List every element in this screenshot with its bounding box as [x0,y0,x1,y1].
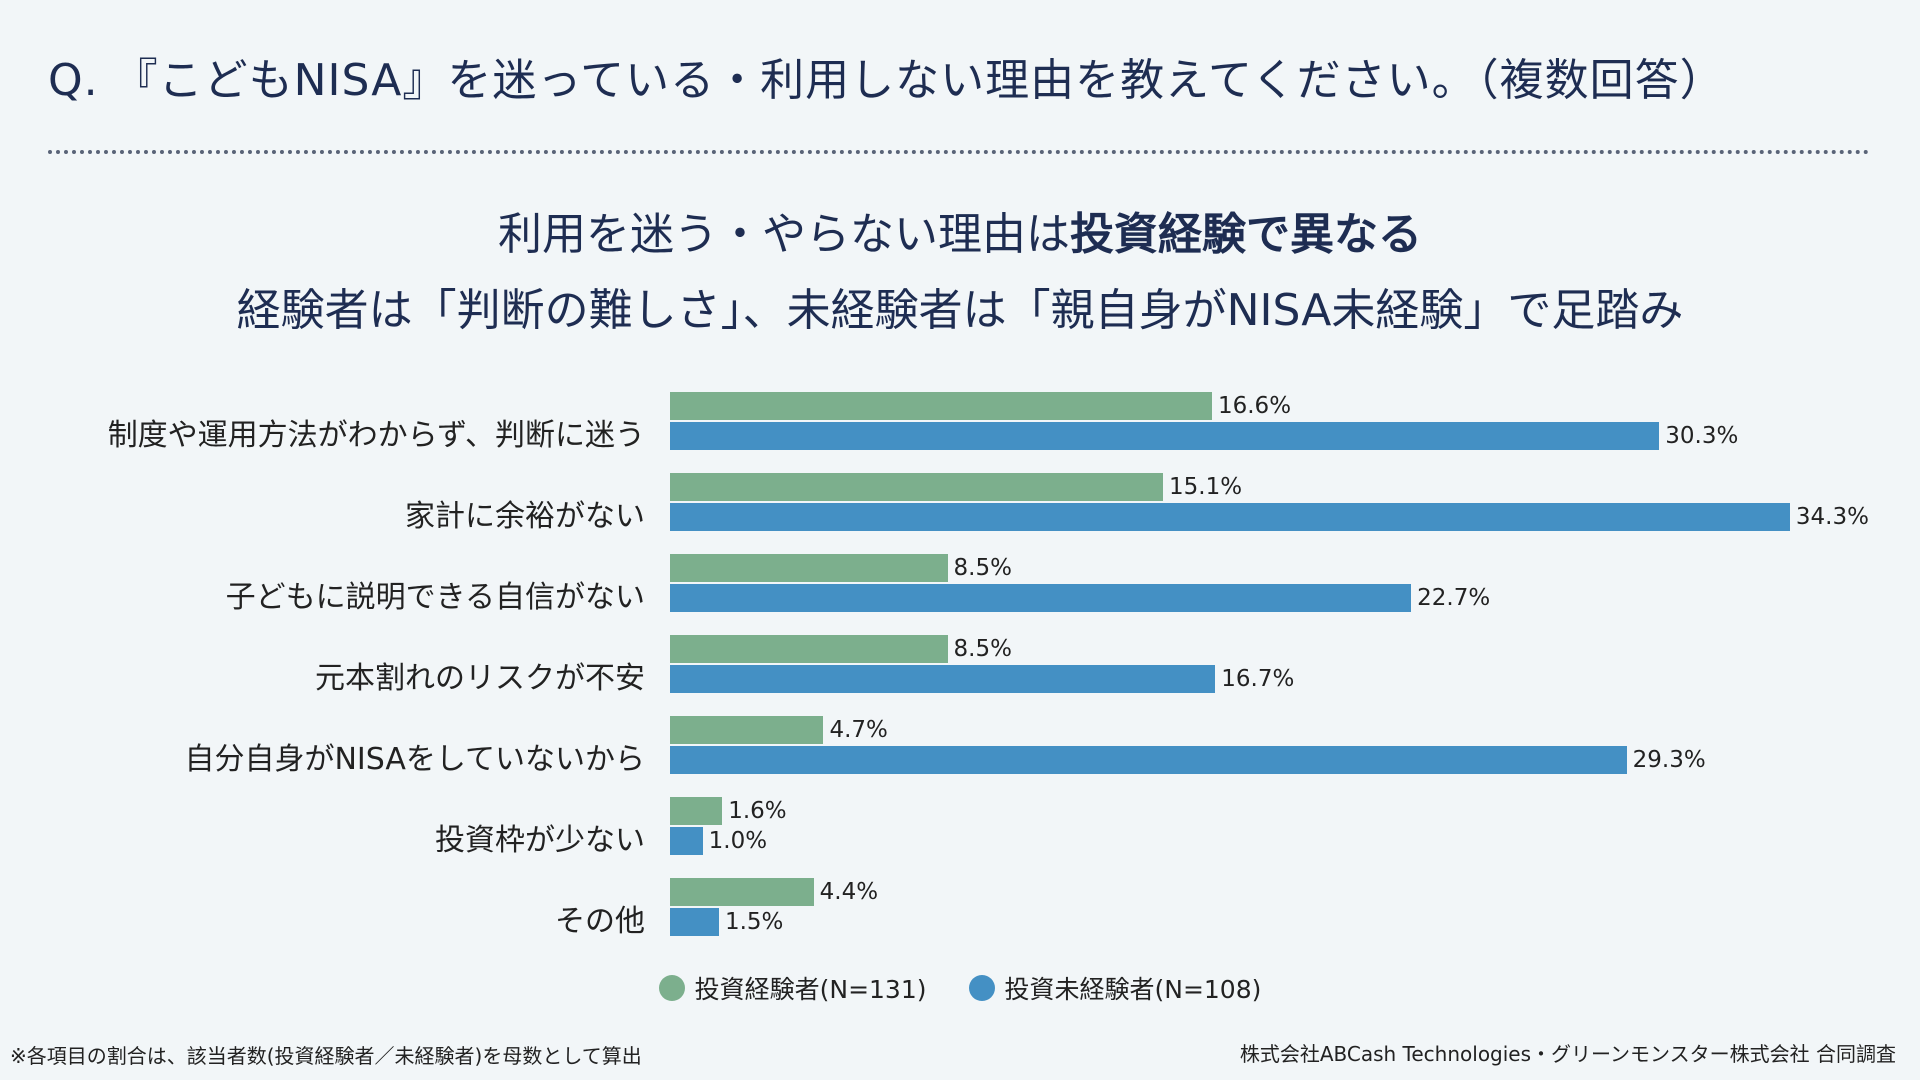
question-title: Q. 『こどもNISA』を迷っている・利用しない理由を教えてください。（複数回答… [48,55,1725,106]
value-label-experienced: 8.5% [953,636,1012,662]
dotted-divider [48,150,1870,154]
bar-inexperienced [670,746,1627,774]
headline-emphasis: 投資経験で異なる [1070,209,1422,260]
category-label: 子どもに説明できる自信がない [225,580,645,615]
value-label-experienced: 8.5% [953,555,1012,581]
bar-inexperienced [670,422,1660,450]
bar-experienced [670,716,824,744]
bar-experienced [670,473,1163,501]
category-label: その他 [555,904,645,939]
credit: 株式会社ABCash Technologies・グリーンモンスター株式会社 合同… [1239,1042,1896,1066]
category-label: 家計に余裕がない [405,499,645,534]
bar-inexperienced [670,908,719,936]
value-label-experienced: 4.4% [819,879,879,905]
bar-inexperienced [670,665,1216,693]
value-label-experienced: 16.6% [1217,393,1292,419]
bar-inexperienced [670,503,1790,531]
headline-prefix: 利用を迷う・やらない理由は [498,209,1070,260]
value-label-inexperienced: 34.3% [1795,504,1869,530]
bar-inexperienced [670,827,703,855]
bar-inexperienced [670,584,1412,612]
value-label-inexperienced: 29.3% [1632,747,1706,773]
legend-item-experienced: 投資経験者(N=131) [658,970,927,1006]
value-label-inexperienced: 22.7% [1417,585,1491,611]
legend-swatch-inexperienced [968,975,995,1001]
legend-label-experienced: 投資経験者(N=131) [694,975,927,1004]
category-label: 投資枠が少ない [435,823,645,858]
category-label: 元本割れのリスクが不安 [315,661,645,696]
headline-line-2: 経験者は「判断の難しさ」、未経験者は「親自身がNISA未経験」で足踏み [236,285,1684,336]
value-label-experienced: 15.1% [1169,474,1243,500]
legend-item-inexperienced: 投資未経験者(N=108) [968,970,1262,1006]
bar-experienced [670,392,1212,420]
value-label-inexperienced: 16.7% [1221,666,1295,692]
value-label-inexperienced: 1.5% [724,909,784,935]
category-label: 制度や運用方法がわからず、判断に迷う [107,418,645,453]
bar-experienced [670,797,723,825]
legend: 投資経験者(N=131) 投資未経験者(N=108) [0,970,1920,1006]
category-label: 自分自身がNISAをしていないから [184,742,645,777]
value-label-experienced: 1.6% [728,798,787,824]
bar-experienced [670,635,948,663]
legend-swatch-experienced [658,975,685,1001]
value-label-experienced: 4.7% [829,717,888,743]
legend-label-inexperienced: 投資未経験者(N=108) [1004,975,1262,1004]
headline-line-1: 利用を迷う・やらない理由は投資経験で異なる [0,198,1920,262]
value-label-inexperienced: 1.0% [708,828,768,854]
bar-experienced [670,878,814,906]
footnote: ※各項目の割合は、該当者数(投資経験者／未経験者)を母数として算出 [10,1044,642,1068]
value-label-inexperienced: 30.3% [1665,423,1739,449]
bar-experienced [670,554,948,582]
